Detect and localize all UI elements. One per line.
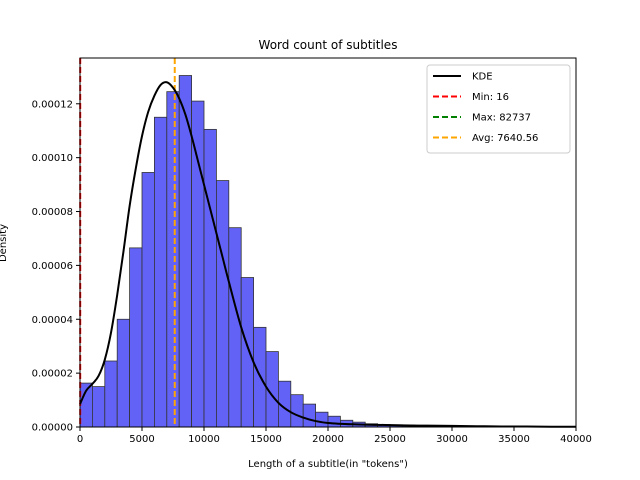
legend-label: Min: 16 bbox=[472, 92, 509, 103]
histogram-bar bbox=[228, 227, 242, 428]
x-axis: 0 5000 10000 15000 20000 25000 30000 35000 40000 bbox=[77, 427, 592, 445]
x-tick-label: 5000 bbox=[129, 434, 154, 445]
x-axis-label: Length of a subtitle(in "tokens") bbox=[248, 459, 408, 470]
x-tick-label: 40000 bbox=[560, 434, 592, 445]
y-tick-label: 0.00004 bbox=[32, 315, 73, 326]
histogram-bar bbox=[315, 411, 329, 428]
y-axis-label: Density bbox=[0, 224, 9, 262]
histogram-bar bbox=[92, 386, 106, 428]
x-tick-label: 25000 bbox=[374, 434, 406, 445]
y-tick-label: 0.00012 bbox=[32, 99, 73, 110]
y-tick-label: 0.00008 bbox=[32, 207, 73, 218]
histogram-bar bbox=[302, 403, 317, 428]
histogram-bar bbox=[290, 394, 304, 428]
histogram-bar bbox=[141, 172, 155, 428]
legend-label: KDE bbox=[472, 72, 493, 83]
histogram-bar bbox=[166, 91, 180, 428]
histogram-bar bbox=[327, 415, 341, 428]
x-tick-label: 0 bbox=[77, 434, 83, 445]
y-tick-label: 0.00006 bbox=[32, 261, 73, 272]
histogram-bar bbox=[240, 277, 254, 428]
legend-label: Avg: 7640.56 bbox=[472, 133, 538, 144]
x-tick-label: 30000 bbox=[436, 434, 468, 445]
histogram-bar bbox=[191, 100, 205, 428]
y-tick-label: 0.00002 bbox=[32, 369, 73, 380]
histogram-bar bbox=[116, 318, 130, 428]
histogram-bar bbox=[129, 247, 143, 428]
histogram-bar bbox=[203, 128, 217, 428]
chart-title: Word count of subtitles bbox=[259, 38, 398, 52]
x-tick-label: 35000 bbox=[498, 434, 530, 445]
kde-line bbox=[79, 81, 577, 428]
y-tick-label: 0.00010 bbox=[32, 153, 73, 164]
legend-label: Max: 82737 bbox=[472, 113, 531, 124]
legend: KDE Min: 16 Max: 82737 Avg: 7640.56 bbox=[426, 64, 571, 154]
x-tick-label: 20000 bbox=[312, 434, 344, 445]
histogram-bar bbox=[215, 180, 230, 428]
y-axis: 0.00000 0.00002 0.00004 0.00006 0.00008 0.000… bbox=[32, 99, 80, 434]
histogram-bar bbox=[153, 116, 168, 428]
y-tick-label: 0.00000 bbox=[32, 423, 73, 434]
legend-box bbox=[426, 64, 571, 154]
histogram-bar bbox=[104, 360, 118, 428]
x-tick-label: 10000 bbox=[188, 434, 220, 445]
bars-group bbox=[79, 75, 577, 428]
x-tick-label: 15000 bbox=[250, 434, 282, 445]
